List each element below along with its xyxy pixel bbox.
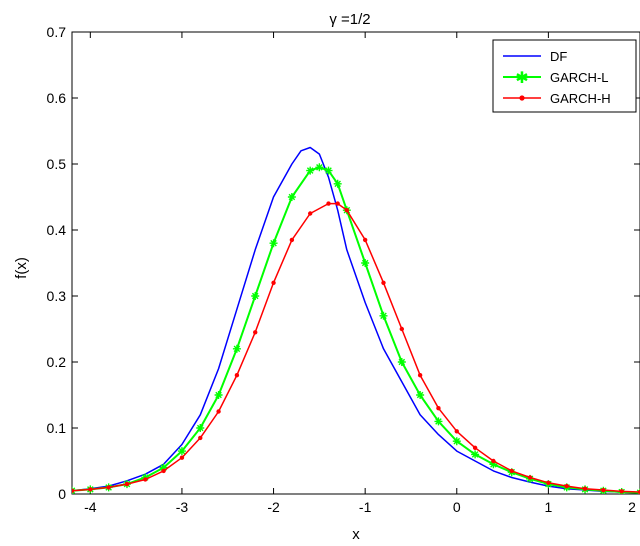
- data-point-garch-h: [143, 477, 148, 482]
- data-point-garch-h: [179, 455, 185, 460]
- data-point-garch-h: [198, 435, 203, 441]
- x-tick-label: 1: [544, 499, 552, 515]
- y-tick-label: 0.7: [47, 24, 67, 40]
- data-point-garch-l: [361, 259, 370, 267]
- y-tick-label: 0.2: [47, 354, 67, 370]
- data-point-garch-l: [416, 391, 425, 399]
- data-point-garch-h: [491, 458, 496, 464]
- legend-label-df: DF: [550, 49, 567, 64]
- data-point-garch-h: [72, 488, 75, 493]
- data-point-garch-l: [177, 447, 186, 456]
- series-line-df: [72, 146, 640, 494]
- series-df: [72, 146, 640, 494]
- data-point-garch-l: [333, 179, 342, 188]
- data-point-garch-l: [196, 424, 205, 432]
- data-point-garch-h: [601, 487, 606, 493]
- data-point-garch-h: [253, 330, 258, 335]
- data-point-garch-h: [307, 211, 313, 216]
- x-tick-label: 2: [628, 499, 636, 515]
- data-point-garch-h: [335, 201, 340, 206]
- y-tick-label: 0.1: [47, 420, 67, 436]
- legend-marker-garch-h: [519, 95, 525, 101]
- data-point-garch-h: [637, 489, 640, 494]
- x-tick-label: -1: [359, 499, 372, 515]
- y-tick-label: 0.4: [47, 222, 67, 238]
- legend: DF ✱ GARCH-L GARCH-H: [492, 39, 637, 113]
- data-point-garch-h: [289, 237, 295, 243]
- series-line-garch-l: [72, 166, 640, 494]
- x-tick-label: 0: [453, 499, 461, 515]
- legend-label-garch-h: GARCH-H: [550, 91, 611, 106]
- data-point-garch-l: [232, 344, 241, 353]
- y-tick-label: 0.6: [47, 90, 67, 106]
- data-point-garch-l: [159, 463, 168, 472]
- data-point-garch-h: [124, 481, 130, 487]
- y-axis-label: f(x): [13, 257, 30, 279]
- data-point-garch-h: [582, 486, 588, 491]
- chart-title: γ =1/2: [329, 11, 370, 28]
- data-point-garch-l: [324, 166, 333, 175]
- x-tick-label: -3: [176, 499, 189, 515]
- data-point-garch-l: [251, 292, 260, 300]
- data-point-garch-h: [344, 208, 350, 213]
- y-tick-label: 0: [58, 486, 66, 502]
- data-point-garch-h: [88, 487, 93, 492]
- data-point-garch-h: [216, 409, 221, 414]
- data-point-garch-h: [417, 373, 423, 378]
- data-point-garch-h: [399, 326, 405, 332]
- data-point-garch-l: [489, 460, 498, 469]
- data-point-garch-h: [436, 406, 441, 411]
- y-tick-label: 0.5: [47, 156, 67, 172]
- data-point-garch-h: [106, 485, 111, 490]
- data-point-garch-h: [509, 468, 514, 474]
- data-point-garch-h: [472, 445, 478, 450]
- data-point-garch-l: [269, 239, 278, 248]
- data-point-garch-l: [287, 193, 296, 201]
- data-point-garch-l: [434, 417, 443, 426]
- data-point-garch-h: [527, 475, 533, 480]
- data-point-garch-h: [326, 201, 331, 206]
- data-point-garch-h: [546, 480, 551, 485]
- axis-ticks: -4 -3 -2 -1 0 1 2 0 0.1 0.2 0.3 0.4 0.5 0.6 0.7: [47, 24, 640, 515]
- data-point-garch-l: [452, 437, 461, 446]
- data-point-garch-h: [362, 237, 368, 243]
- legend-marker-garch-l: ✱: [515, 68, 528, 87]
- data-point-garch-h: [271, 280, 276, 285]
- data-point-garch-l: [306, 166, 315, 175]
- y-tick-label: 0.3: [47, 288, 67, 304]
- legend-label-garch-l: GARCH-L: [550, 70, 609, 85]
- data-point-garch-h: [161, 468, 166, 474]
- data-point-garch-h: [454, 429, 459, 434]
- data-point-garch-l: [214, 391, 223, 399]
- x-axis-label: x: [352, 526, 360, 543]
- data-point-garch-h: [564, 483, 569, 489]
- data-point-garch-h: [234, 373, 240, 378]
- data-series: [72, 146, 640, 494]
- data-point-garch-l: [315, 163, 324, 172]
- data-point-garch-l: [397, 358, 406, 366]
- x-tick-label: -4: [84, 499, 97, 515]
- data-point-garch-l: [471, 450, 480, 459]
- data-point-garch-h: [381, 280, 386, 285]
- data-point-garch-l: [379, 311, 388, 320]
- x-tick-label: -2: [267, 499, 280, 515]
- series-garch-h: [72, 201, 640, 494]
- data-point-garch-h: [619, 489, 624, 494]
